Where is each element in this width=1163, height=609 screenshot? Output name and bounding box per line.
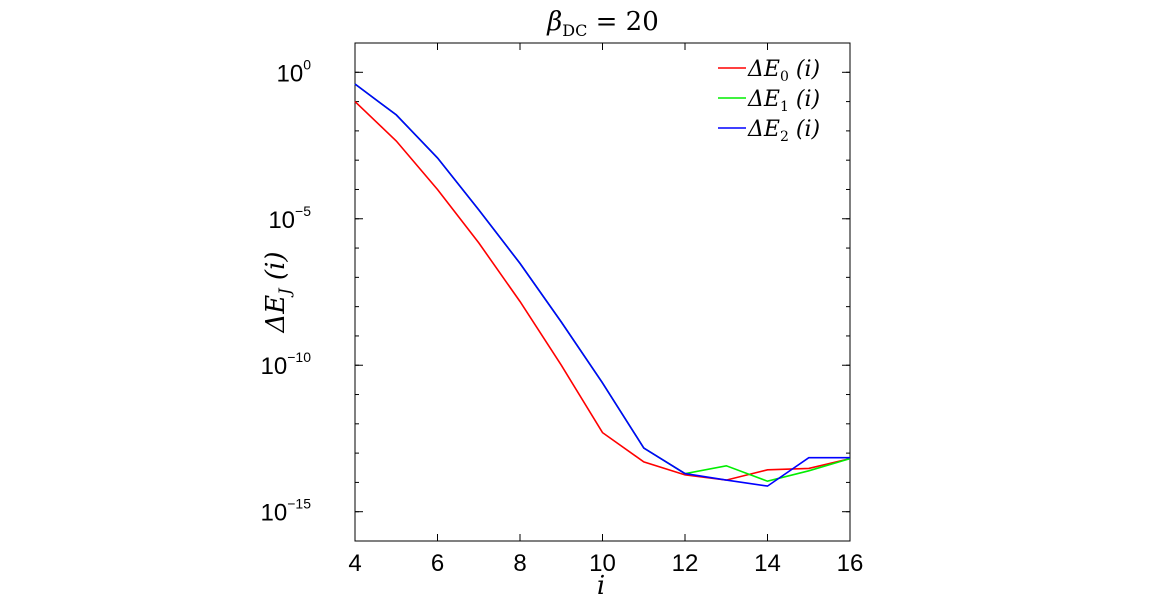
ylabel-subscript: J: [275, 287, 294, 298]
y-tick-label: 10−5: [268, 203, 311, 234]
x-tick-label: 12: [672, 550, 699, 577]
x-axis: 4 6 8 10 12 14 16: [348, 43, 863, 577]
chart-title: βDC = 20: [546, 7, 659, 40]
series-line-2: [354, 83, 850, 487]
x-tick-label: 6: [431, 550, 444, 577]
x-tick-label: 16: [837, 550, 864, 577]
series-line-0: [354, 101, 851, 481]
legend-label-2: ΔE2 (i): [747, 117, 820, 145]
y-tick-label: 10−10: [261, 349, 312, 380]
y-axis-label: ΔEJ (i): [261, 251, 294, 333]
x-axis-label: i: [597, 571, 605, 601]
y-tick-label: 100: [277, 56, 312, 87]
series-line-1: [354, 83, 851, 483]
legend-label-1: ΔE1 (i): [747, 87, 820, 115]
y-axis: 100 10−5 10−10 10−15: [261, 42, 850, 542]
x-tick-label: 10: [589, 550, 616, 577]
title-subscript: DC: [562, 21, 587, 40]
title-rest: = 20: [587, 7, 658, 37]
ylabel-suffix: (i): [261, 251, 291, 288]
legend-label-0: ΔE0 (i): [747, 57, 820, 85]
ylabel-prefix: ΔE: [261, 295, 291, 334]
x-tick-label: 8: [513, 550, 526, 577]
legend: ΔE0 (i)ΔE1 (i)ΔE2 (i): [718, 57, 820, 145]
series-group: [354, 83, 851, 487]
title-symbol: β: [546, 7, 562, 37]
y-tick-label: 10−15: [261, 496, 312, 527]
x-tick-label: 14: [754, 550, 781, 577]
x-tick-label: 4: [348, 550, 361, 577]
